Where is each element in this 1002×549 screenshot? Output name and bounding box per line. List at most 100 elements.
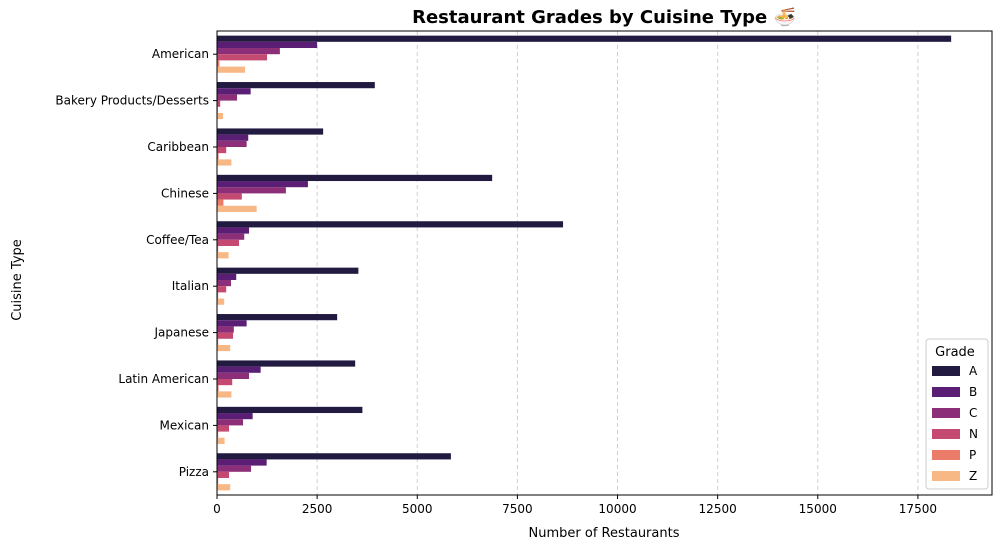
chart-title: Restaurant Grades by Cuisine Type 🍜 [412, 7, 796, 28]
legend-label: B [969, 385, 977, 399]
bar-n [217, 147, 227, 154]
bar-p [217, 338, 219, 345]
legend-swatch [932, 471, 960, 481]
y-tick-label: Pizza [179, 465, 209, 479]
bar-p [217, 60, 220, 67]
bar-b [217, 181, 308, 188]
bar-z [217, 205, 257, 212]
bar-a [217, 35, 952, 42]
bar-c [217, 280, 232, 287]
y-tick-label: Japanese [154, 326, 210, 340]
bar-z [217, 159, 232, 166]
bar-a [217, 314, 338, 321]
x-tick-label: 2500 [302, 502, 333, 516]
legend-title: Grade [935, 345, 975, 360]
bar-a [217, 406, 363, 414]
bar-n [217, 379, 233, 386]
y-tick-label: Bakery Products/Desserts [55, 94, 209, 108]
bar-c [217, 140, 247, 147]
bar-c [217, 48, 280, 55]
y-tick-label: Mexican [159, 418, 209, 432]
bar-b [217, 227, 250, 234]
y-tick-label: Caribbean [147, 140, 209, 154]
bar-n [217, 193, 242, 200]
x-axis-ticks: 0 2500 5000 7500 10000 12500 15000 17500 [213, 495, 937, 516]
x-tick-label: 15000 [799, 502, 837, 516]
y-axis-label: Cuisine Type [10, 239, 25, 321]
x-tick-label: 5000 [402, 502, 433, 516]
legend-swatch [932, 408, 960, 418]
bar-p [217, 477, 219, 485]
x-tick-label: 17500 [899, 502, 937, 516]
y-tick-label: Coffee/Tea [146, 233, 209, 247]
bar-b [217, 366, 261, 373]
legend-label: A [969, 364, 978, 378]
bar-c [217, 465, 252, 472]
bar-p [217, 431, 219, 438]
bar-n [217, 239, 240, 246]
legend-swatch [932, 366, 960, 376]
bar-n [217, 425, 230, 432]
grid [216, 31, 919, 495]
bar-p [217, 292, 219, 299]
y-tick-label: Chinese [161, 186, 209, 200]
bar-c [217, 326, 234, 333]
bar-z [217, 112, 224, 120]
bar-b [217, 459, 267, 466]
bar-n [217, 332, 234, 339]
bar-b [217, 41, 318, 49]
bar-n [217, 286, 227, 293]
bar-c [217, 94, 238, 101]
legend-swatch [932, 429, 960, 439]
bar-n [217, 471, 230, 478]
bar-a [217, 453, 451, 460]
bar-c [217, 419, 244, 426]
bar-c [217, 233, 245, 240]
bar-a [217, 221, 564, 228]
bar-a [217, 82, 375, 89]
x-tick-label: 10000 [598, 502, 636, 516]
bar-p [217, 199, 224, 206]
bar-a [217, 174, 493, 182]
bar-a [217, 267, 359, 274]
x-axis-label: Number of Restaurants [529, 526, 680, 541]
legend-label: C [969, 406, 977, 420]
y-tick-label: American [152, 47, 209, 61]
legend-swatch [932, 387, 960, 397]
legend-label: N [969, 427, 978, 441]
y-tick-label: Italian [172, 279, 209, 293]
bar-z [217, 252, 229, 259]
bar-p [217, 385, 219, 392]
plot-frame [216, 30, 993, 496]
bars [217, 35, 952, 491]
bar-z [217, 391, 232, 398]
bar-p [217, 153, 219, 160]
y-axis-ticks: American Bakery Products/Desserts Caribbea… [55, 47, 217, 479]
bar-b [217, 88, 251, 95]
bar-n [217, 54, 268, 61]
bar-b [217, 320, 247, 327]
bar-a [217, 360, 356, 367]
bar-c [217, 187, 286, 194]
bar-z [217, 344, 231, 352]
legend-label: P [969, 448, 976, 462]
bar-b [217, 134, 249, 141]
x-tick-label: 0 [213, 502, 221, 516]
bar-z [217, 298, 225, 305]
bar-z [217, 484, 231, 491]
bar-b [217, 273, 237, 281]
bar-n [217, 100, 221, 107]
x-tick-label: 12500 [699, 502, 737, 516]
bar-z [217, 437, 225, 444]
bar-a [217, 128, 324, 135]
x-tick-label: 7500 [502, 502, 533, 516]
legend-label: Z [969, 469, 977, 483]
bar-z [217, 66, 246, 73]
y-tick-label: Latin American [118, 372, 209, 386]
bar-b [217, 413, 253, 420]
bar-c [217, 372, 250, 379]
legend-swatch [932, 450, 960, 460]
